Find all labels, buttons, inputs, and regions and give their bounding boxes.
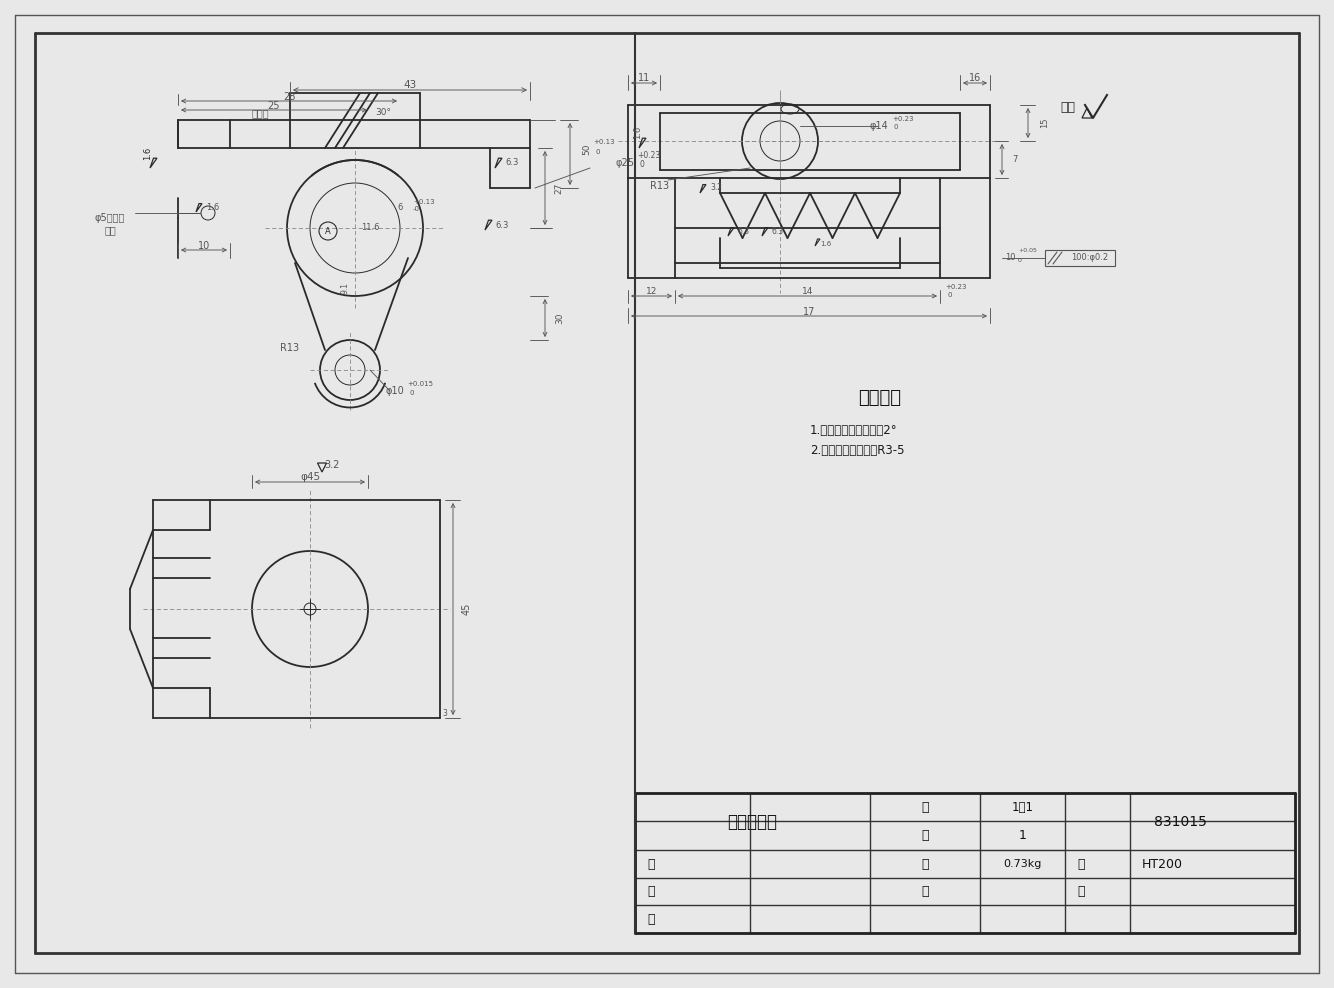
Text: 7: 7 — [1013, 155, 1018, 164]
Text: 831015: 831015 — [1154, 814, 1206, 829]
Text: 30: 30 — [555, 312, 564, 324]
Text: φ10: φ10 — [386, 386, 404, 396]
Text: 技术要求: 技术要求 — [859, 389, 902, 407]
Text: 1：1: 1：1 — [1011, 800, 1034, 813]
Text: +0.015: +0.015 — [407, 381, 434, 387]
Text: 數: 數 — [922, 858, 928, 870]
Text: 0: 0 — [894, 124, 899, 130]
Text: 11: 11 — [638, 73, 650, 83]
Text: φ14: φ14 — [870, 121, 888, 131]
Text: 10: 10 — [1005, 254, 1015, 263]
Text: 14: 14 — [802, 288, 814, 296]
Text: 0: 0 — [947, 292, 951, 298]
Text: HT200: HT200 — [1142, 858, 1183, 870]
Text: 比: 比 — [922, 800, 928, 813]
Text: 45: 45 — [462, 603, 472, 616]
Text: 0: 0 — [410, 390, 414, 396]
Text: φ25: φ25 — [615, 158, 634, 168]
Text: 例: 例 — [922, 829, 928, 842]
Text: 1.6: 1.6 — [207, 204, 220, 212]
Text: 制: 制 — [647, 858, 655, 870]
Text: φ5圆锥孔: φ5圆锥孔 — [95, 213, 125, 223]
Text: 其余: 其余 — [1061, 102, 1075, 115]
Text: 图: 图 — [647, 885, 655, 898]
Text: 6.3: 6.3 — [506, 158, 519, 168]
Text: 100:φ0.2: 100:φ0.2 — [1071, 254, 1109, 263]
Text: +0.23: +0.23 — [944, 284, 967, 290]
Text: 16: 16 — [968, 73, 980, 83]
Text: -0: -0 — [414, 206, 420, 212]
Text: 30°: 30° — [375, 109, 391, 118]
Text: 0.73kg: 0.73kg — [1003, 859, 1042, 869]
Text: 2.未注铸造圆角半径R3-5: 2.未注铸造圆角半径R3-5 — [810, 445, 904, 457]
Text: 3: 3 — [443, 709, 447, 718]
Text: 料: 料 — [1077, 885, 1085, 898]
Text: 3.2: 3.2 — [710, 184, 722, 193]
Text: 10: 10 — [197, 241, 211, 251]
Text: 0: 0 — [1018, 258, 1022, 263]
Text: 15: 15 — [1041, 118, 1049, 128]
Text: 28: 28 — [283, 92, 295, 102]
Text: 17: 17 — [803, 307, 815, 317]
Text: 50: 50 — [582, 143, 591, 155]
Text: R13: R13 — [280, 343, 300, 353]
Text: 1.6: 1.6 — [820, 241, 831, 247]
Text: 车床手柄座: 车床手柄座 — [727, 812, 778, 831]
Text: 12: 12 — [646, 288, 658, 296]
Text: 25: 25 — [268, 101, 280, 111]
Bar — [1045, 250, 1115, 266]
Text: +0.13: +0.13 — [594, 139, 615, 145]
Text: 43: 43 — [403, 80, 416, 90]
Text: 检查长: 检查长 — [251, 108, 269, 118]
Text: 1.6: 1.6 — [144, 146, 152, 160]
Text: +0.05: +0.05 — [1018, 249, 1037, 254]
Text: A: A — [325, 226, 331, 235]
Text: 27: 27 — [554, 183, 563, 194]
Text: 6.3: 6.3 — [495, 220, 508, 229]
Text: +0.23: +0.23 — [638, 151, 660, 160]
Text: 6.3: 6.3 — [772, 226, 784, 235]
Text: 0: 0 — [595, 149, 599, 155]
Text: 3.2: 3.2 — [324, 460, 340, 470]
Text: +0.23: +0.23 — [892, 116, 914, 122]
Text: +0.13: +0.13 — [414, 199, 435, 205]
Text: 审: 审 — [647, 913, 655, 926]
Text: 6: 6 — [398, 204, 403, 212]
Text: φ45: φ45 — [300, 472, 320, 482]
Text: 1: 1 — [1019, 829, 1026, 842]
Text: R13: R13 — [651, 181, 670, 191]
Text: 1.铸造起模斜度不大于2°: 1.铸造起模斜度不大于2° — [810, 424, 898, 437]
Text: 11.6: 11.6 — [360, 223, 379, 232]
Text: 材: 材 — [1077, 858, 1085, 870]
Text: 1.6: 1.6 — [634, 125, 643, 138]
Text: 0: 0 — [639, 160, 644, 170]
Text: 9.1: 9.1 — [340, 282, 350, 294]
Text: 6.3: 6.3 — [738, 226, 750, 235]
Text: 配铰: 配铰 — [104, 225, 116, 235]
Text: 量: 量 — [922, 885, 928, 898]
